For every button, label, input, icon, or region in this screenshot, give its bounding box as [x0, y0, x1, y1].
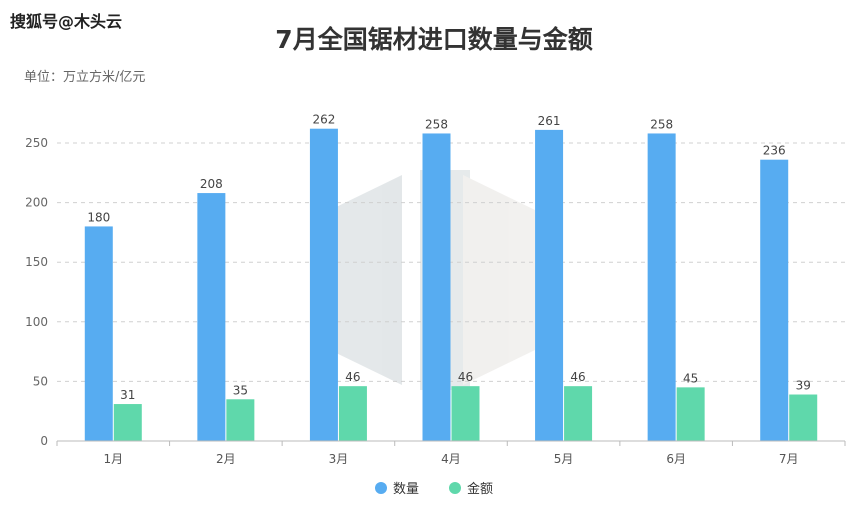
- data-label: 208: [200, 177, 223, 191]
- y-tick-label: 0: [40, 434, 48, 448]
- bar-quantity: [535, 129, 564, 441]
- data-label: 236: [763, 144, 786, 158]
- data-label: 35: [233, 383, 248, 397]
- x-tick-label: 7月: [779, 452, 799, 466]
- bar-quantity: [422, 133, 451, 442]
- legend-item-quantity[interactable]: 数量: [374, 478, 419, 497]
- y-tick-label: 150: [25, 255, 48, 269]
- unit-label: 单位：万立方米/亿元: [24, 70, 146, 85]
- x-tick-label: 3月: [329, 452, 349, 466]
- legend-label-amount: 金额: [467, 482, 494, 497]
- legend: 数量 金额: [0, 478, 868, 497]
- bar-amount: [226, 399, 255, 441]
- data-label: 46: [345, 370, 360, 384]
- bar-amount: [676, 387, 705, 441]
- data-label: 31: [120, 388, 135, 402]
- legend-marker-quantity: [374, 481, 387, 494]
- bar-quantity: [309, 128, 338, 442]
- data-label: 46: [458, 370, 473, 384]
- data-label: 262: [312, 113, 335, 127]
- x-tick-label: 2月: [216, 452, 236, 466]
- bar-amount: [451, 386, 480, 441]
- bar-amount: [564, 386, 593, 441]
- data-label: 258: [425, 117, 448, 131]
- x-tick-label: 5月: [554, 452, 574, 466]
- legend-marker-amount: [449, 481, 461, 494]
- legend-label-quantity: 数量: [392, 482, 419, 497]
- data-label: 258: [650, 117, 673, 131]
- y-tick-label: 50: [33, 374, 48, 388]
- watermark-text: 搜狐号@木头云: [10, 12, 123, 31]
- y-tick-label: 200: [25, 196, 48, 210]
- bar-quantity: [760, 159, 789, 442]
- x-tick-label: 6月: [666, 452, 686, 466]
- data-label: 46: [570, 370, 585, 384]
- x-tick-label: 4月: [441, 452, 461, 466]
- legend-item-amount[interactable]: 金额: [449, 478, 493, 497]
- bar-amount: [338, 386, 367, 441]
- bar-quantity: [197, 193, 226, 441]
- bar-amount: [113, 404, 142, 441]
- data-label: 39: [796, 379, 811, 393]
- data-label: 261: [538, 114, 561, 128]
- bar-quantity: [84, 226, 113, 441]
- data-label: 45: [683, 371, 698, 385]
- y-tick-label: 100: [25, 315, 48, 329]
- chart-title: 7月全国锯材进口数量与金额: [275, 25, 593, 54]
- bar-amount: [789, 394, 818, 441]
- bar-quantity: [647, 133, 676, 442]
- data-label: 180: [87, 210, 110, 224]
- x-tick-label: 1月: [103, 452, 123, 466]
- y-tick-label: 250: [25, 136, 48, 150]
